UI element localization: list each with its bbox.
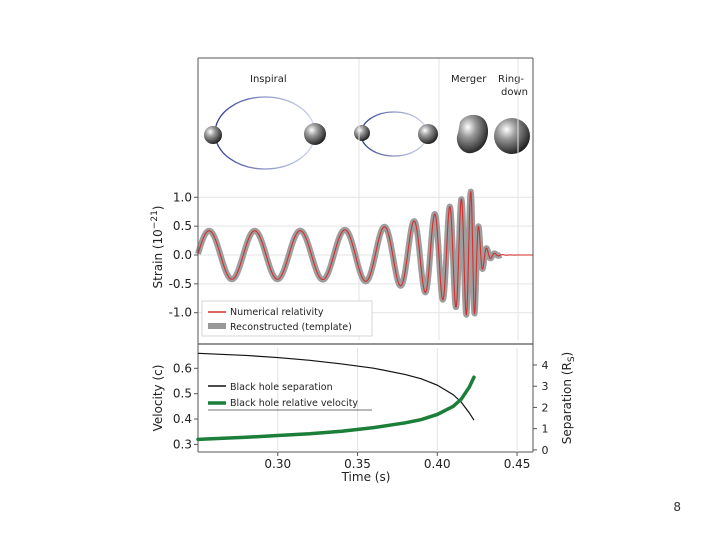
merging-black-holes (456, 114, 489, 154)
orbit-2 (360, 111, 428, 157)
time-xtick-label: 0.45 (504, 457, 531, 471)
strain-ytick-label: -1.0 (169, 306, 192, 320)
velocity-axis-label: Velocity (c) (151, 365, 165, 432)
slide-number: 8 (673, 500, 681, 514)
velocity-ytick-label: 0.3 (173, 437, 192, 451)
time-xtick-label: 0.30 (264, 457, 291, 471)
strain-panel: 1.0 0.5 0.0 -0.5 -1.0 Strain (10−21) Numeric… (150, 58, 534, 340)
inspiral-label: Inspiral (250, 74, 287, 85)
velocity-panel: 0.30 0.35 0.40 0.45 0.3 0.4 0.5 0.6 0 1 2 3 4 Veloci… (151, 348, 577, 484)
final-black-hole (494, 118, 530, 154)
black-hole-b (304, 123, 326, 145)
velocity-legend: Black hole separation Black hole relativ… (208, 382, 372, 411)
legend-template-swatch (208, 323, 226, 329)
black-hole-d (418, 124, 438, 144)
legend-template-label: Reconstructed (template) (230, 322, 352, 333)
illustration-panel: Inspiral Merger Ring- down (204, 74, 530, 170)
ringdown-label-2: down (501, 87, 528, 98)
time-xtick-label: 0.35 (344, 457, 371, 471)
separation-axis-label: Separation (RS) (560, 352, 577, 444)
strain-legend-box (201, 300, 373, 337)
time-xtick-label: 0.40 (424, 457, 451, 471)
strain-ytick-label: 0.0 (173, 248, 192, 262)
separation-line (197, 352, 475, 421)
ringdown-label-1: Ring- (498, 74, 524, 85)
strain-axis-label: Strain (10−21) (150, 205, 165, 288)
numerical-relativity-line (197, 191, 534, 316)
legend-separation-label: Black hole separation (230, 382, 333, 393)
velocity-ytick-label: 0.6 (173, 361, 192, 375)
separation-ytick-label: 1 (542, 423, 549, 436)
separation-ytick-label: 4 (542, 359, 549, 372)
strain-legend: Numerical relativity Reconstructed (temp… (201, 300, 373, 337)
separation-ytick-label: 2 (542, 401, 549, 414)
time-axis-label: Time (s) (341, 470, 391, 484)
legend-velocity-label: Black hole relative velocity (230, 398, 358, 409)
separation-ytick-label: 0 (542, 444, 549, 457)
merger-label: Merger (451, 74, 487, 85)
orbit-1 (214, 96, 316, 170)
velocity-line (196, 375, 476, 442)
strain-ytick-label: -0.5 (169, 277, 192, 291)
velocity-ytick-label: 0.5 (173, 387, 192, 401)
black-hole-a (204, 126, 222, 144)
legend-nr-label: Numerical relativity (230, 307, 324, 318)
separation-ytick-label: 3 (542, 380, 549, 393)
velocity-marks: 0.30 0.35 0.40 0.45 0.3 0.4 0.5 0.6 0 1 2 3 4 (173, 348, 549, 471)
black-hole-c (354, 125, 370, 141)
strain-ytick-label: 1.0 (173, 190, 192, 204)
velocity-ytick-label: 0.4 (173, 412, 192, 426)
strain-ytick-label: 0.5 (173, 219, 192, 233)
